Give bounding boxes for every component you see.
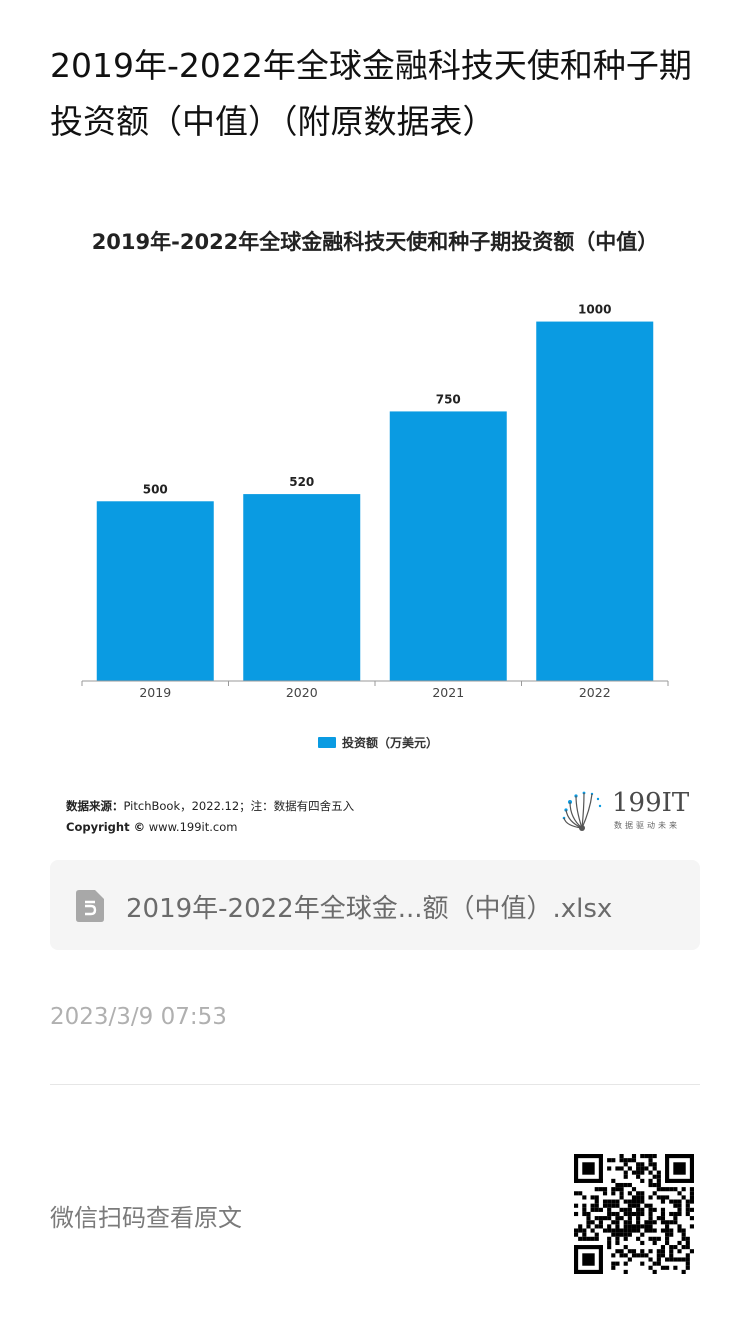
- page-title: 2019年-2022年全球金融科技天使和种子期投资额（中值）（附原数据表）: [50, 46, 692, 141]
- spreadsheet-file-icon: [76, 890, 104, 922]
- bar-chart: 500 2019 520 2020 750 2021 1000 2022: [81, 303, 669, 700]
- publish-timestamp: 2023/3/9 07:53: [50, 1004, 227, 1030]
- qr-hint-text: 微信扫码查看原文: [50, 1204, 242, 1232]
- brand-tagline: 数据驱动未来: [614, 821, 680, 830]
- bar-2021: [389, 411, 507, 681]
- chart-card: 500 2019 520 2020 750 2021 1000 2022 2019年-2022…: [0, 200, 750, 850]
- x-tick-label-2021: 2021: [432, 685, 464, 700]
- data-label-2020: 520: [289, 475, 314, 489]
- chart-legend: 投资额（万美元）: [318, 734, 438, 751]
- attachment-card[interactable]: 2019年-2022年全球金...额（中值）.xlsx: [50, 860, 700, 950]
- copyright-label: Copyright ©: [66, 820, 146, 834]
- x-tick-label-2020: 2020: [286, 685, 318, 700]
- divider: [50, 1084, 700, 1085]
- bar-2022: [536, 321, 654, 681]
- bar-2019: [96, 501, 214, 681]
- legend-label: 投资额（万美元）: [342, 736, 439, 750]
- x-tick-label-2022: 2022: [579, 685, 611, 700]
- x-tick-label-2019: 2019: [139, 685, 171, 700]
- data-label-2022: 1000: [578, 303, 611, 317]
- attachment-filename[interactable]: 2019年-2022年全球金...额（中值）.xlsx: [126, 894, 613, 924]
- source-label: 数据来源：: [66, 799, 124, 813]
- brand-name: 199IT: [612, 788, 690, 818]
- data-label-2021: 750: [436, 392, 461, 406]
- dandelion-logo-icon: [562, 791, 602, 831]
- bar-2020: [243, 494, 361, 681]
- brand-logo: 199IT 数据驱动未来: [560, 788, 700, 834]
- copyright-url: www.199it.com: [148, 820, 238, 834]
- data-label-2019: 500: [143, 482, 168, 496]
- legend-swatch: [318, 737, 336, 748]
- chart-title: 2019年-2022年全球金融科技天使和种子期投资额（中值）: [91, 230, 659, 254]
- qr-code-icon[interactable]: [574, 1154, 694, 1274]
- source-text: PitchBook，2022.12；注：数据有四舍五入: [123, 799, 355, 813]
- source-note: 数据来源：PitchBook，2022.12；注：数据有四舍五入 Copyrig…: [66, 796, 354, 838]
